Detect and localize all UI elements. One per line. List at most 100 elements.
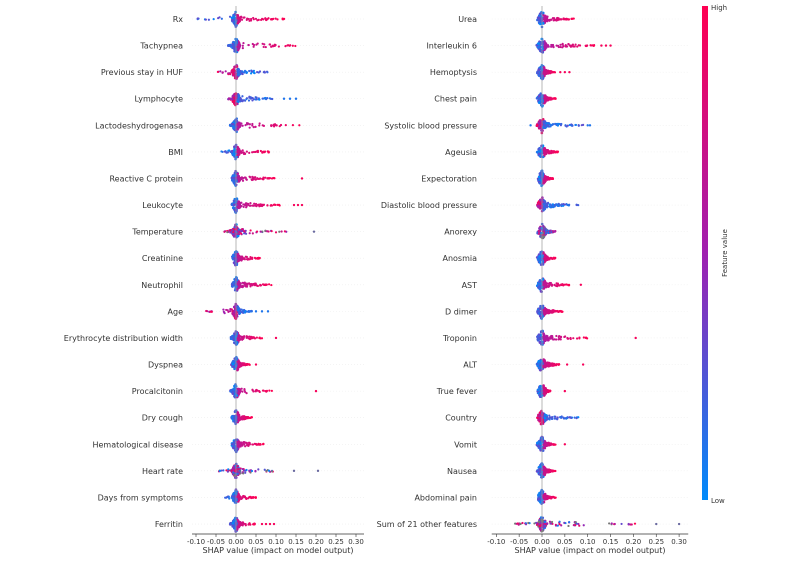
shap-point [538,386,542,389]
feature-row: Anorexy [444,222,689,240]
shap-point [538,198,542,202]
shap-point [544,18,547,21]
shap-point [241,177,244,180]
shap-point [548,362,551,365]
shap-point [239,258,243,262]
shap-point [231,72,235,75]
shap-outlier-point [292,469,296,473]
shap-outlier-point [586,124,589,127]
shap-point [259,203,262,206]
shap-point [537,100,541,104]
shap-point [236,367,240,371]
shap-point [225,496,229,499]
shap-point [237,308,240,311]
shap-point [546,205,549,208]
shap-point [245,97,249,100]
shap-point [537,42,540,46]
feature-row: Troponin [442,329,689,346]
shap-point [545,418,548,421]
feature-label: Lactodeshydrogenasa [95,121,183,130]
shap-point [544,391,547,394]
feature-row: Abdominal pain [414,488,689,505]
shap-point [548,177,551,180]
shap-point [544,470,547,474]
shap-point [241,335,245,339]
shap-point [543,46,546,49]
shap-point [232,13,235,17]
shap-point [544,468,547,472]
shap-point [266,230,269,233]
shap-point [241,149,244,152]
shap-point [251,283,254,286]
shap-point [548,468,551,472]
feature-row: Interleukin 6 [426,37,689,54]
shap-point [230,415,234,419]
shap-point [544,202,548,205]
shap-point [237,257,240,260]
feature-row: Nausea [447,462,689,479]
shap-point [244,284,247,287]
shap-point [231,281,235,284]
shap-point [274,231,278,234]
shap-point [234,169,237,173]
shap-point [557,45,560,49]
feature-label: Days from symptoms [98,493,183,502]
shap-point [538,499,541,503]
shap-point [257,18,260,22]
shap-point [232,443,236,447]
shap-point [276,18,279,21]
feature-row: Hemoptysis [430,64,689,81]
shap-point [270,124,273,127]
shap-point [243,390,247,394]
shap-point [538,74,542,78]
shap-point [546,336,549,339]
shap-point [249,97,253,100]
shap-point [261,230,264,233]
shap-point [569,416,573,419]
shap-point [537,444,540,448]
shap-point [237,153,240,156]
shap-point [567,284,570,287]
x-tick-label: 0.30 [348,538,364,546]
shap-point [231,174,235,178]
shap-point [561,283,564,286]
shap-point [544,150,547,154]
feature-label: Rx [173,15,184,24]
shap-point [567,204,570,207]
feature-label: Chest pain [434,95,477,104]
shap-point [552,443,555,446]
shap-point [546,338,549,341]
shap-point [550,284,554,287]
shap-point [247,17,250,21]
shap-point [542,332,545,336]
shap-outlier-point [312,230,316,233]
shap-outlier-point [260,522,264,526]
shap-point [236,48,240,52]
shap-point [564,124,567,127]
shap-point [251,443,255,446]
shap-point [237,44,240,47]
shap-point [537,152,541,156]
shap-point [544,99,547,102]
shap-point [245,416,248,419]
shap-point [555,44,558,47]
shap-point [212,18,215,21]
feature-label: Expectoration [421,174,477,183]
feature-label: Heart rate [142,467,183,476]
shap-point [551,17,555,20]
feature-label: BMI [168,148,183,157]
shap-point [240,15,243,18]
x-tick-label: 0.25 [328,538,344,546]
shap-point [255,205,258,208]
feature-label: Temperature [131,228,183,237]
shap-point [259,283,262,286]
shap-point [252,71,255,74]
shap-point [271,97,274,101]
shap-point [251,99,254,102]
feature-row: Ferritin [155,516,364,533]
shap-point [236,100,240,103]
feature-label: Interleukin 6 [426,42,477,51]
feature-row: Rx [173,10,364,28]
shap-point [248,335,251,338]
